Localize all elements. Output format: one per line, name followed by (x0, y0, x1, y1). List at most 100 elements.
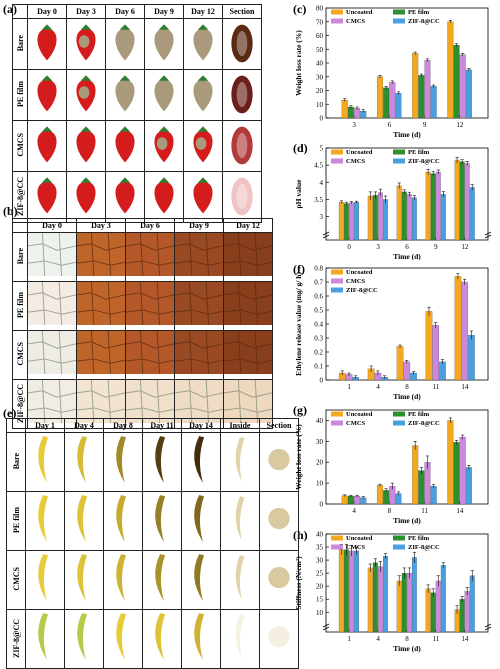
grid-row-label: PE film (12, 69, 28, 121)
bar (432, 325, 440, 381)
banana-image (77, 613, 88, 660)
banana-section-image (268, 448, 290, 471)
photo-cell (183, 171, 223, 223)
photo-cell (220, 491, 260, 551)
photo-cell (64, 432, 104, 492)
legend: Uncoated PE film CMCS ZIF-8@CC (331, 411, 440, 427)
bar (454, 159, 460, 241)
banana-image (194, 436, 205, 483)
y-tick-label: 40 (316, 417, 324, 425)
legend: Uncoated CMCS ZIF-8@CC (331, 269, 378, 294)
photo-cell (222, 18, 262, 70)
grid-column-header: Section (222, 4, 262, 19)
bar (465, 69, 472, 119)
x-tick-label: 8 (405, 635, 409, 643)
x-tick-label: 0 (347, 243, 351, 251)
grid-row-label: Bare (12, 232, 28, 282)
y-tick-label: 0 (320, 115, 324, 123)
bar (440, 194, 446, 241)
strawberry-image (37, 75, 57, 112)
legend-label: CMCS (346, 158, 366, 165)
strawberry-image (154, 126, 174, 163)
bar (453, 442, 460, 505)
grid-row-label: Bare (12, 18, 28, 70)
x-axis-label: Time (d) (393, 392, 421, 401)
bar (372, 195, 378, 241)
photo-cell (181, 550, 221, 610)
photo-cell (144, 18, 184, 70)
photo-cell (259, 550, 299, 610)
strawberry-image (115, 177, 135, 214)
legend-label: PE film (408, 411, 430, 418)
strawberry-image (193, 126, 213, 163)
bar (454, 276, 462, 381)
grid-row-label: PE film (6, 491, 26, 551)
legend-swatch (331, 411, 343, 417)
axis-break-mark (322, 623, 330, 628)
bar (338, 202, 344, 241)
y-tick-label: 10 (316, 480, 324, 488)
bar (465, 467, 472, 505)
legend-label: ZIF-8@CC (408, 544, 440, 551)
legend-label: Uncoated (346, 9, 373, 16)
y-tick-label: 0.4 (314, 321, 323, 329)
micrograph-image (223, 281, 273, 326)
bar (367, 195, 373, 241)
bar (403, 361, 411, 381)
bar (354, 108, 361, 119)
photo-cell (103, 609, 143, 669)
y-tick-label: 4 (320, 179, 324, 187)
banana-image (155, 554, 166, 601)
bar (401, 573, 407, 633)
photo-cell (105, 120, 145, 172)
grid-column-header: Day 1 (25, 418, 65, 433)
legend-swatch (393, 149, 405, 155)
photo-cell (220, 432, 260, 492)
photo-cell (27, 69, 67, 121)
grid-row-label: Bare (6, 432, 26, 492)
legend-swatch (393, 420, 405, 426)
y-tick-label: 20 (316, 87, 324, 95)
y-tick-label: 10 (316, 101, 324, 109)
bar (396, 185, 402, 241)
x-tick-label: 4 (376, 383, 380, 391)
y-tick-label: 35 (316, 544, 324, 552)
banana-section-image (268, 625, 290, 648)
legend-swatch (331, 158, 343, 164)
grid-row-label: CMCS (12, 120, 28, 172)
legend-label: Uncoated (346, 149, 373, 156)
bar (425, 311, 433, 381)
legend-label: PE film (408, 9, 430, 16)
bar (389, 82, 396, 119)
bar (459, 161, 465, 241)
legend-swatch (331, 287, 343, 293)
photo-cell (222, 120, 262, 172)
grid-row-label: ZIF-8@CC (6, 609, 26, 669)
grid-row-label-text: Bare (15, 247, 25, 265)
y-tick-label: 30 (316, 73, 324, 81)
axis-break-mark (484, 623, 492, 628)
photo-cell (223, 330, 273, 380)
banana-image (38, 613, 49, 660)
photo-cell (27, 232, 77, 282)
micrograph-image (125, 232, 175, 277)
micrograph-image (27, 232, 77, 277)
grid-column-header: Day 4 (64, 418, 104, 433)
y-tick-label: 15 (316, 596, 324, 604)
axis-break-mark (322, 626, 330, 631)
x-tick-label: 9 (434, 243, 438, 251)
y-tick-label: 40 (316, 531, 324, 539)
legend-label: CMCS (346, 544, 366, 551)
banana-image (155, 495, 166, 542)
photo-cell (66, 120, 106, 172)
photo-cell (103, 550, 143, 610)
micrograph-image (76, 379, 126, 424)
bar (354, 495, 361, 505)
photo-cell (220, 609, 260, 669)
fruit-section-image (231, 75, 253, 114)
bar (412, 445, 419, 505)
grid-column-header: Day 12 (223, 218, 273, 233)
bar (383, 199, 388, 241)
x-tick-label: 4 (376, 635, 380, 643)
bar (430, 173, 436, 241)
